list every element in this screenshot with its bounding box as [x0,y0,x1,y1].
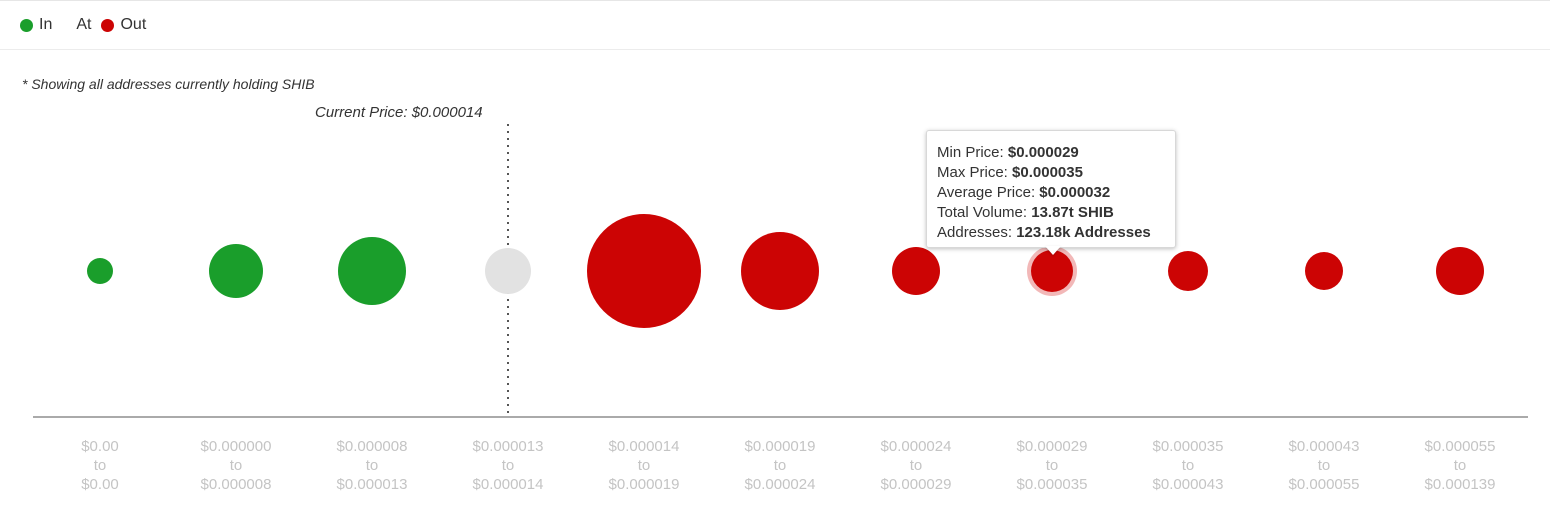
x-tick-label-top: $0.000008 [336,438,408,455]
x-tick-label: $0.000014 to $0.000019 [574,437,714,494]
x-tick-label-mid: to [773,457,787,474]
legend-item-at[interactable]: At [76,16,91,34]
legend-at-label: At [76,16,92,33]
legend-item-out[interactable]: Out [101,16,146,34]
x-tick-label-bottom: $0.000055 [1288,476,1360,493]
x-tick-label-bottom: $0.000043 [1152,476,1224,493]
x-tick-label-mid: to [229,457,243,474]
x-tick-label-top: $0.000055 [1424,438,1496,455]
legend-out-dot [101,18,115,32]
bubble-out[interactable] [1168,251,1208,291]
x-tick-label-mid: to [1317,457,1331,474]
legend: In At Out [20,14,170,36]
x-tick-label: $0.000008 to $0.000013 [302,437,442,494]
x-tick-label-bottom: $0.000008 [200,476,272,493]
x-tick-label: $0.000043 to $0.000055 [1254,437,1394,494]
tooltip-min-price: Min Price: $0.000029 [937,144,1079,161]
x-tick-label-mid: to [637,457,651,474]
legend-divider [0,49,1550,50]
x-tick-label-bottom: $0.000029 [880,476,952,493]
x-tick-label-bottom: $0.000019 [608,476,680,493]
tooltip-average-price: Average Price: $0.000032 [937,184,1111,201]
tooltip-arrow [1045,246,1061,255]
x-tick-label-mid: to [909,457,923,474]
x-tick-label-mid: to [365,457,379,474]
x-tick-label: $0.000024 to $0.000029 [846,437,986,494]
bubble-out[interactable] [892,247,940,295]
x-tick-label-top: $0.000035 [1152,438,1224,455]
bubble-out[interactable] [1305,252,1343,290]
x-tick-label: $0.00 to $0.00 [30,437,170,494]
tooltip-total-volume: Total Volume: 13.87t SHIB [937,204,1114,221]
x-tick-label-top: $0.00 [81,438,119,455]
x-tick-label-bottom: $0.00 [81,476,119,493]
bubble-at[interactable] [485,248,531,294]
legend-item-in[interactable]: In [20,16,52,34]
x-tick-label: $0.000055 to $0.000139 [1390,437,1530,494]
bubble-in[interactable] [209,244,263,298]
bubble-out[interactable] [1436,247,1484,295]
bubble-out[interactable] [587,214,701,328]
x-tick-label: $0.000029 to $0.000035 [982,437,1122,494]
x-tick-label: $0.000000 to $0.000008 [166,437,306,494]
tooltip-max-price: Max Price: $0.000035 [937,164,1083,181]
bubble-in[interactable] [87,258,113,284]
x-tick-label-bottom: $0.000139 [1424,476,1496,493]
tooltip-addresses: Addresses: 123.18k Addresses [937,224,1151,241]
legend-in-dot [20,18,33,32]
x-tick-label: $0.000013 to $0.000014 [438,437,578,494]
x-tick-label: $0.000035 to $0.000043 [1118,437,1258,494]
x-tick-label-mid: to [1045,457,1059,474]
x-tick-label-mid: to [1181,457,1195,474]
holding-note: * Showing all addresses currently holdin… [22,76,315,92]
x-tick-label-bottom: $0.000024 [744,476,816,493]
x-tick-label-top: $0.000000 [200,438,272,455]
x-tick-label-top: $0.000029 [1016,438,1088,455]
legend-in-label: In [39,16,53,33]
x-tick-label-bottom: $0.000013 [336,476,408,493]
legend-out-label: Out [120,16,147,33]
bubble-in[interactable] [338,237,406,305]
x-tick-label-mid: to [501,457,515,474]
x-tick-label-top: $0.000013 [472,438,544,455]
x-tick-label-top: $0.000043 [1288,438,1360,455]
x-tick-label-bottom: $0.000035 [1016,476,1088,493]
top-border [0,0,1550,1]
x-tick-label-mid: to [93,457,107,474]
x-tick-label: $0.000019 to $0.000024 [710,437,850,494]
x-tick-label-mid: to [1453,457,1467,474]
bubble-out[interactable] [1031,250,1073,292]
bubble-tooltip: Min Price: $0.000029 Max Price: $0.00003… [926,130,1176,248]
x-tick-label-top: $0.000019 [744,438,816,455]
bubble-out[interactable] [741,232,819,310]
x-tick-label-bottom: $0.000014 [472,476,544,493]
x-tick-label-top: $0.000024 [880,438,952,455]
x-tick-label-top: $0.000014 [608,438,680,455]
current-price-label: Current Price: $0.000014 [315,104,483,121]
